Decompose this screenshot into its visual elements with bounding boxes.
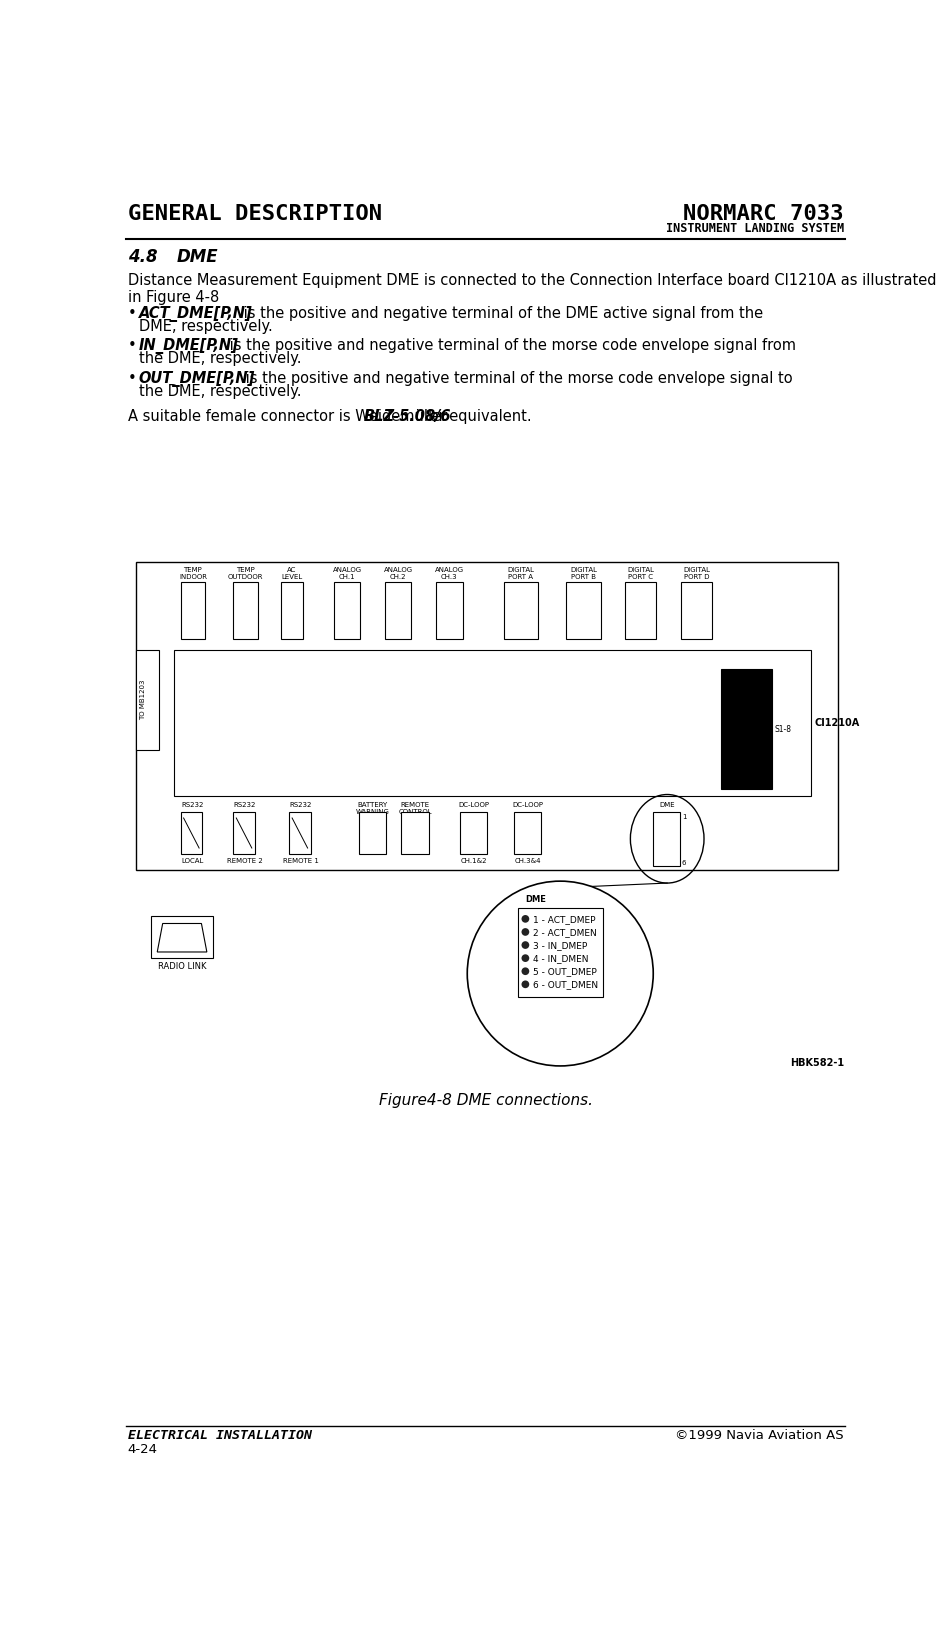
Text: REMOTE 2: REMOTE 2	[227, 858, 263, 863]
Text: DME: DME	[525, 894, 546, 904]
Circle shape	[521, 929, 529, 935]
Bar	[233, 581, 258, 640]
Bar	[180, 581, 206, 640]
Text: DIGITAL
PORT C: DIGITAL PORT C	[628, 566, 654, 579]
Text: 4.8: 4.8	[128, 248, 157, 266]
Polygon shape	[289, 811, 311, 854]
Text: is the positive and negative terminal of the morse code envelope signal to: is the positive and negative terminal of…	[241, 370, 793, 385]
Text: HBK582-1: HBK582-1	[790, 1058, 844, 1069]
Text: 5 - OUT_DMEP: 5 - OUT_DMEP	[533, 968, 597, 976]
Text: is the positive and negative terminal of the DME active signal from the: is the positive and negative terminal of…	[239, 305, 763, 322]
Text: TEMP
OUTDOOR: TEMP OUTDOOR	[228, 566, 264, 579]
Text: RS232: RS232	[181, 801, 203, 808]
Text: BLZ-5.08/6: BLZ-5.08/6	[363, 410, 451, 424]
Bar	[460, 811, 486, 854]
Text: S1-8: S1-8	[775, 725, 792, 733]
Text: is the positive and negative terminal of the morse code envelope signal from: is the positive and negative terminal of…	[225, 338, 795, 353]
Bar	[721, 669, 772, 788]
Text: or equivalent.: or equivalent.	[425, 410, 531, 424]
Text: CH.1&2: CH.1&2	[460, 858, 486, 863]
Text: RADIO LINK: RADIO LINK	[157, 961, 207, 971]
Bar	[334, 581, 360, 640]
Bar	[567, 581, 600, 640]
Text: ANALOG
CH.1: ANALOG CH.1	[333, 566, 362, 579]
Text: DC-LOOP: DC-LOOP	[458, 801, 489, 808]
Bar	[151, 916, 213, 958]
Text: INSTRUMENT LANDING SYSTEM: INSTRUMENT LANDING SYSTEM	[665, 222, 844, 235]
Text: TO MB1203: TO MB1203	[140, 681, 146, 720]
Text: Distance Measurement Equipment DME is connected to the Connection Interface boar: Distance Measurement Equipment DME is co…	[128, 273, 937, 305]
Bar	[136, 561, 838, 870]
Bar	[358, 811, 386, 854]
Circle shape	[521, 981, 529, 987]
Text: 4 - IN_DMEN: 4 - IN_DMEN	[533, 955, 589, 963]
Text: DC-LOOP: DC-LOOP	[512, 801, 543, 808]
Text: DIGITAL
PORT A: DIGITAL PORT A	[507, 566, 535, 579]
Text: ELECTRICAL INSTALLATION: ELECTRICAL INSTALLATION	[128, 1430, 312, 1443]
Text: 1 - ACT_DMEP: 1 - ACT_DMEP	[533, 916, 595, 924]
Text: DIGITAL
PORT B: DIGITAL PORT B	[570, 566, 597, 579]
Text: ©1999 Navia Aviation AS: ©1999 Navia Aviation AS	[675, 1430, 844, 1443]
Text: GENERAL DESCRIPTION: GENERAL DESCRIPTION	[128, 204, 382, 224]
Text: Figure4-8 DME connections.: Figure4-8 DME connections.	[379, 1093, 592, 1108]
Text: RS232: RS232	[233, 801, 256, 808]
Text: IN_DME[P,N]: IN_DME[P,N]	[138, 338, 238, 354]
Text: 6: 6	[682, 860, 686, 867]
Bar	[282, 581, 303, 640]
Text: DIGITAL
PORT D: DIGITAL PORT D	[684, 566, 710, 579]
Text: •: •	[128, 305, 137, 322]
Bar	[174, 650, 811, 796]
Text: LOCAL: LOCAL	[181, 858, 203, 863]
Circle shape	[521, 942, 529, 948]
Text: •: •	[128, 370, 137, 385]
Text: •: •	[128, 338, 137, 353]
Bar	[514, 811, 541, 854]
Circle shape	[521, 916, 529, 922]
Polygon shape	[233, 811, 255, 854]
Text: the DME, respectively.: the DME, respectively.	[138, 384, 301, 398]
Text: CI1210A: CI1210A	[814, 718, 860, 728]
Bar	[653, 811, 681, 865]
Bar	[682, 581, 712, 640]
Circle shape	[521, 955, 529, 961]
Bar	[518, 907, 603, 997]
Circle shape	[467, 881, 653, 1066]
Text: 4-24: 4-24	[128, 1443, 157, 1456]
Text: A suitable female connector is Weidemüller: A suitable female connector is Weidemüll…	[128, 410, 451, 424]
Polygon shape	[157, 924, 207, 951]
Text: CH.3&4: CH.3&4	[515, 858, 541, 863]
Text: the DME, respectively.: the DME, respectively.	[138, 351, 301, 366]
Bar	[626, 581, 656, 640]
Text: AC
LEVEL: AC LEVEL	[282, 566, 302, 579]
Text: ACT_DME[P,N]: ACT_DME[P,N]	[138, 305, 252, 322]
Text: DME: DME	[660, 801, 675, 808]
Text: DME, respectively.: DME, respectively.	[138, 318, 272, 335]
Circle shape	[521, 968, 529, 974]
Bar	[401, 811, 428, 854]
Bar	[503, 581, 538, 640]
Text: OUT_DME[P,N]: OUT_DME[P,N]	[138, 370, 255, 387]
Text: DME: DME	[176, 248, 218, 266]
Text: ANALOG
CH.3: ANALOG CH.3	[435, 566, 464, 579]
Text: 2 - ACT_DMEN: 2 - ACT_DMEN	[533, 929, 597, 937]
Bar	[136, 650, 159, 751]
Text: RS232: RS232	[289, 801, 312, 808]
Text: BATTERY
WARNING: BATTERY WARNING	[356, 801, 390, 814]
Polygon shape	[180, 811, 202, 854]
Bar	[436, 581, 463, 640]
Bar	[385, 581, 411, 640]
Text: NORMARC 7033: NORMARC 7033	[684, 204, 844, 224]
Text: REMOTE
CONTROL: REMOTE CONTROL	[398, 801, 432, 814]
Text: 3 - IN_DMEP: 3 - IN_DMEP	[533, 942, 588, 950]
Text: 6 - OUT_DMEN: 6 - OUT_DMEN	[533, 981, 598, 989]
Text: ANALOG
CH.2: ANALOG CH.2	[384, 566, 412, 579]
Text: 1: 1	[682, 814, 686, 821]
Text: TEMP
INDOOR: TEMP INDOOR	[179, 566, 207, 579]
Text: REMOTE 1: REMOTE 1	[283, 858, 319, 863]
